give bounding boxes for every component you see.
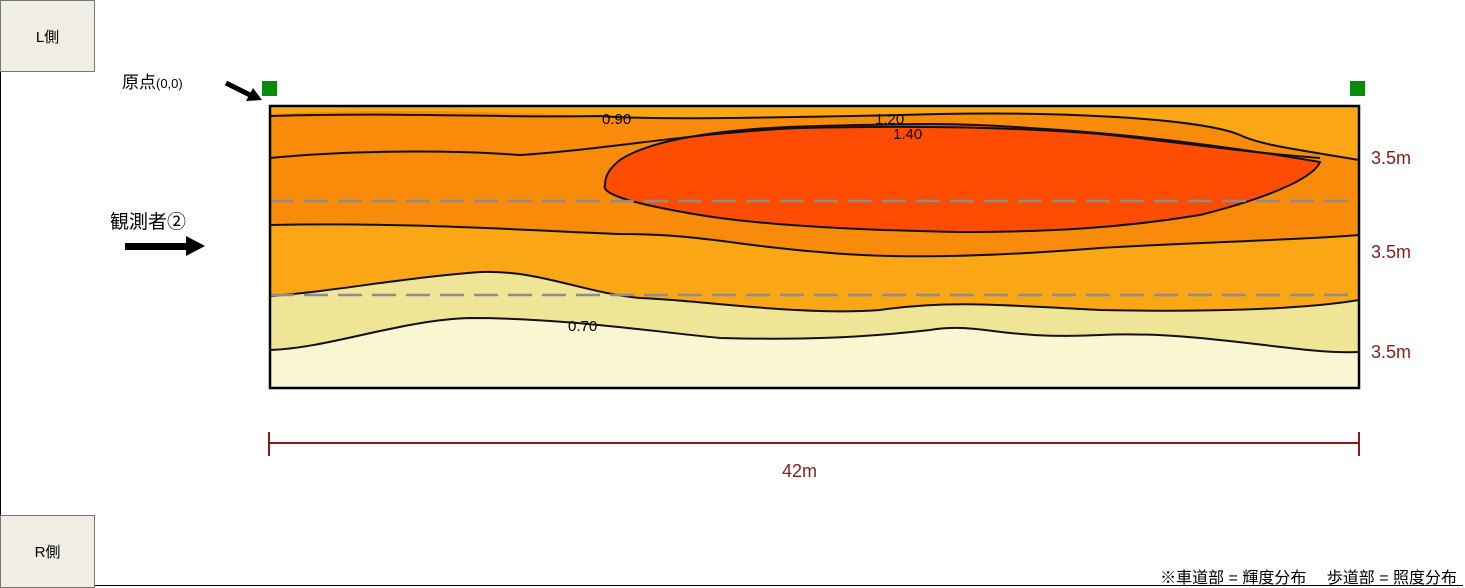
origin-text: 原点 [122,73,156,92]
lane-width-label: 3.5m [1371,242,1411,262]
observer-label: 観測者② [110,212,187,233]
contour-label: 1.40 [893,126,922,143]
arrow-down-right-icon [224,80,262,101]
length-label: 42m [782,461,817,481]
lane-width-label: 3.5m [1371,342,1411,362]
arrow-right-icon [125,236,205,256]
right-side-text: R側 [34,544,61,561]
band-high [604,124,1320,232]
origin-label: 原点(0,0) [122,68,183,93]
road-outline [268,104,1361,390]
left-side-text: L側 [35,28,60,46]
left-side-label: L側 [0,0,95,72]
square-marker-icon [1350,81,1365,96]
contour-label: 1.20 [875,111,904,128]
footnote: ※車道部 = 輝度分布 歩道部 = 照度分布 [1160,570,1457,587]
length-dimension [268,432,1360,456]
square-marker-icon [262,81,277,96]
band-top-light [270,106,1359,160]
origin-coord: (0,0) [156,76,183,91]
contour-label: 0.90 [602,111,631,128]
contour-lines [270,112,1359,354]
right-side-label: R側 [0,515,95,588]
contour-plot [270,106,1359,388]
contour-label: 0.70 [568,318,597,335]
lane-width-label: 3.5m [1371,148,1411,168]
